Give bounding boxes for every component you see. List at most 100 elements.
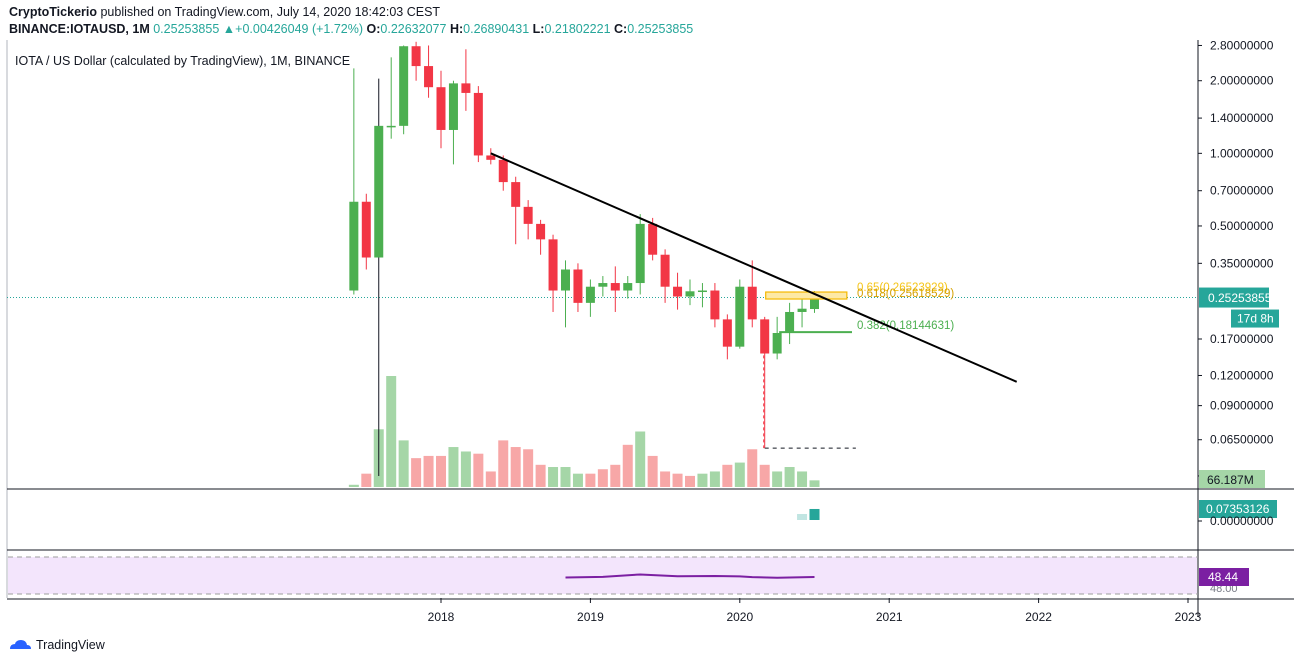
volume-bar (560, 467, 571, 487)
volume-bar (411, 458, 422, 487)
volume-bar (535, 464, 546, 487)
candle-body (735, 286, 745, 347)
volume-bar (672, 473, 683, 487)
rsi-value-badge (1199, 568, 1249, 586)
candle-body (722, 319, 732, 347)
high-value: 0.26890431 (463, 22, 530, 36)
volume-bar (460, 451, 471, 487)
candle-body (361, 201, 371, 258)
x-tick-label: 2023 (1175, 610, 1202, 624)
volume-bar (572, 473, 583, 487)
candle-body (523, 206, 533, 224)
volume-bar (585, 473, 596, 487)
x-tick-label: 2022 (1025, 610, 1052, 624)
x-tick-label: 2021 (876, 610, 903, 624)
y-tick-label: 0.06500000 (1210, 433, 1274, 447)
candle-body (473, 92, 483, 156)
volume-bar (398, 440, 409, 487)
y-tick-label: 0.70000000 (1210, 184, 1274, 198)
x-tick-label: 2019 (577, 610, 604, 624)
volume-bar (797, 471, 808, 487)
high-label: H: (449, 22, 464, 36)
candle-body (635, 223, 645, 284)
candle-body (486, 155, 496, 160)
rsi-value-label: 48.44 (1208, 570, 1238, 584)
x-tick-label: 2020 (726, 610, 753, 624)
candle-body (747, 286, 757, 320)
price-change: +0.00426049 (+1.72%) (235, 22, 364, 36)
rsi-line (565, 573, 815, 579)
chart-title: IOTA / US Dollar (calculated by TradingV… (15, 54, 350, 68)
volume-bar (510, 447, 521, 487)
close-label: C: (614, 22, 628, 36)
candle-body (448, 83, 458, 130)
fib-650-label: 0.65(0.26523929) (857, 282, 948, 294)
volume-bar (548, 467, 559, 487)
symbol-label: BINANCE:IOTAUSD, 1M (9, 22, 150, 36)
candle-body (598, 283, 608, 287)
candle-body (561, 269, 570, 291)
volume-bar (635, 431, 646, 487)
volume-bar (809, 480, 820, 487)
candle-body (673, 286, 683, 297)
candle-body (797, 308, 807, 312)
low-value: 0.21802221 (544, 22, 611, 36)
candle-body (436, 87, 446, 130)
candle-body (349, 201, 359, 291)
candle-body (660, 254, 670, 287)
symbol-ohlc-line: BINANCE:IOTAUSD, 1M 0.25253855 ▲+0.00426… (9, 22, 693, 36)
fib-618-label: 0.618(0.25618529) (857, 288, 954, 300)
volume-bar (747, 449, 758, 487)
volume-bar (685, 475, 695, 487)
candle-body (498, 159, 508, 183)
candle-body (623, 283, 633, 291)
last-price: 0.25253855 (153, 22, 220, 36)
volume-badge-label: 66.187M (1207, 473, 1254, 487)
x-tick-label: 2018 (428, 610, 455, 624)
candle-body (461, 83, 471, 93)
indicator-value-label: 0.07353126 (1206, 502, 1270, 516)
y-tick-label: 0.09000000 (1210, 399, 1274, 413)
candle-body (760, 319, 770, 354)
tradingview-brand[interactable]: TradingView (36, 638, 105, 652)
candle-body (810, 297, 819, 310)
volume-bar (485, 471, 496, 487)
candle-body (648, 223, 658, 255)
tradingview-logo-icon (10, 640, 31, 649)
volume-bar (348, 484, 359, 487)
y-tick-label: 2.00000000 (1210, 74, 1274, 88)
volume-bar (722, 464, 733, 487)
volume-bar (498, 440, 509, 487)
low-label: L: (532, 22, 545, 36)
candle-body (424, 66, 434, 88)
y-tick-label: 0.12000000 (1210, 368, 1274, 382)
candle-body (685, 291, 695, 297)
volume-bar (784, 467, 795, 487)
volume-bar (734, 462, 745, 487)
indicator-bar (797, 514, 808, 520)
candle-body (411, 46, 421, 67)
open-label: O: (366, 22, 381, 36)
change-arrow-icon: ▲ (222, 22, 236, 36)
candle-body (585, 286, 595, 303)
y-tick-label: 0.17000000 (1210, 332, 1274, 346)
volume-bar (448, 447, 459, 487)
volume-bar (523, 449, 534, 487)
last-price-badge (1199, 287, 1269, 308)
volume-bar (423, 455, 434, 487)
candle-body (536, 223, 546, 240)
y-tick-label: 1.00000000 (1210, 146, 1274, 160)
trendline (490, 152, 1018, 383)
close-value: 0.25253855 (627, 22, 694, 36)
volume-bar (622, 444, 633, 487)
volume-bar (473, 453, 484, 487)
published-text: published on TradingView.com, July 14, 2… (100, 5, 441, 19)
candle-body (399, 46, 409, 126)
author-name[interactable]: CryptoTickerio (9, 5, 97, 19)
volume-bar (772, 471, 783, 487)
candle-body (374, 125, 384, 258)
candle-body (610, 283, 620, 291)
open-value: 0.22632077 (380, 22, 447, 36)
volume-bar (709, 471, 720, 487)
